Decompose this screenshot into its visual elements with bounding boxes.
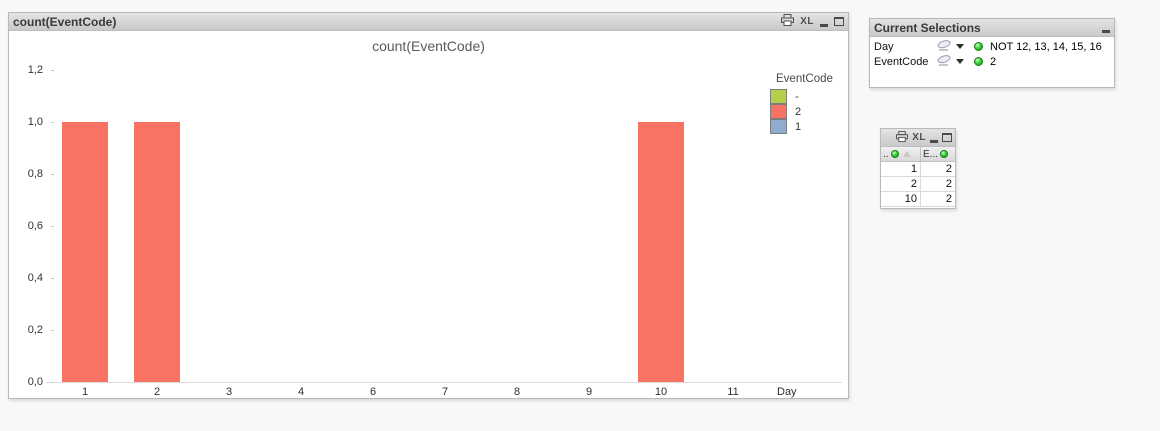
- print-icon[interactable]: [781, 13, 795, 31]
- table-window: XL .. E... 1 2 2 2 10 2: [880, 128, 956, 209]
- chart-window-title: count(EventCode): [13, 14, 117, 29]
- x-axis-tick-label: 3: [225, 386, 233, 398]
- legend-item[interactable]: 1: [770, 119, 833, 134]
- maximize-icon[interactable]: [834, 17, 844, 26]
- table-column-header[interactable]: E...: [921, 147, 955, 161]
- table-column-label: ..: [883, 148, 889, 160]
- selection-row: EventCode 2: [874, 54, 1110, 69]
- legend-item-label: -: [795, 90, 799, 103]
- selection-row: Day NOT 12, 13, 14, 15, 16: [874, 39, 1110, 54]
- excel-export-icon[interactable]: XL: [800, 16, 814, 27]
- legend-item-label: 1: [795, 120, 802, 133]
- x-axis-tick-label: 1: [81, 386, 89, 398]
- legend-item-label: 2: [795, 105, 802, 118]
- chart-legend: EventCode - 2 1: [770, 73, 833, 134]
- dropdown-arrow-icon[interactable]: [956, 59, 964, 64]
- minimize-icon[interactable]: [820, 23, 828, 27]
- y-axis-tick-label: 1,2: [27, 64, 43, 76]
- table-cell[interactable]: 2: [881, 177, 921, 191]
- legend-title: EventCode: [776, 73, 833, 85]
- chart-plot-area: count(EventCode) 1,2 1,0 0,8 0,6 0,4 0,2 0,0 1…: [9, 31, 848, 398]
- chart-title: count(EventCode): [372, 38, 485, 54]
- selection-field-name[interactable]: Day: [874, 40, 894, 53]
- table-row[interactable]: 10 2: [881, 192, 955, 207]
- x-axis-tick-label: 4: [297, 386, 305, 398]
- y-axis-tick-mark: [51, 278, 54, 279]
- dropdown-arrow-icon[interactable]: [956, 44, 964, 49]
- y-axis-tick-mark: [51, 330, 54, 331]
- x-axis-tick-label: 9: [585, 386, 593, 398]
- x-axis-tick-label: 11: [727, 386, 739, 398]
- x-axis-tick-label: 10: [654, 386, 668, 398]
- x-axis-tick-label: 8: [513, 386, 521, 398]
- y-axis-tick-label: 0,2: [27, 324, 43, 336]
- chart-window: count(EventCode) XL count(EventCode) 1,2…: [8, 12, 849, 399]
- y-axis-tick-mark: [51, 226, 54, 227]
- legend-swatch: [770, 89, 787, 104]
- table-cell[interactable]: 2: [945, 163, 952, 175]
- table-column-header[interactable]: ..: [881, 147, 921, 161]
- selection-field-name[interactable]: EventCode: [874, 55, 929, 68]
- current-selections-title: Current Selections: [874, 20, 981, 35]
- maximize-icon[interactable]: [942, 133, 952, 142]
- x-axis-tick-label: 2: [153, 386, 161, 398]
- bar[interactable]: [62, 122, 108, 382]
- table-cell[interactable]: 10: [881, 192, 921, 206]
- table-cell[interactable]: 1: [881, 162, 921, 176]
- green-state-led-icon: [974, 57, 983, 66]
- x-axis-tick-label: 6: [369, 386, 377, 398]
- eraser-icon[interactable]: [936, 54, 953, 70]
- excel-export-icon[interactable]: XL: [912, 132, 926, 143]
- x-axis-line: [46, 382, 842, 383]
- table-column-label: E...: [923, 148, 939, 160]
- table-cell[interactable]: 2: [945, 193, 952, 205]
- y-axis-tick-mark: [51, 122, 54, 123]
- x-axis-title: Day: [777, 386, 797, 398]
- green-state-led-icon: [974, 42, 983, 51]
- green-state-led-icon: [890, 150, 899, 158]
- legend-swatch: [770, 104, 787, 119]
- legend-item[interactable]: -: [770, 89, 833, 104]
- green-state-led-icon: [940, 150, 949, 158]
- selection-tools: [936, 39, 968, 55]
- y-axis-tick-mark: [51, 70, 54, 71]
- y-axis-tick-mark: [51, 382, 54, 383]
- y-axis-tick-label: 0,8: [27, 168, 43, 180]
- minimize-icon[interactable]: [930, 139, 938, 143]
- y-axis-tick-mark: [51, 174, 54, 175]
- eraser-icon[interactable]: [936, 39, 953, 55]
- legend-swatch: [770, 119, 787, 134]
- current-selections-window: Current Selections Day NOT 12, 13, 14, 15…: [869, 18, 1115, 88]
- print-icon[interactable]: [896, 129, 909, 147]
- current-selections-caption[interactable]: Current Selections: [870, 19, 1114, 37]
- selection-value: NOT 12, 13, 14, 15, 16: [990, 40, 1102, 53]
- table-window-caption[interactable]: XL: [881, 129, 955, 147]
- y-axis-tick-label: 0,6: [27, 220, 43, 232]
- y-axis-tick-label: 1,0: [27, 116, 43, 128]
- legend-item[interactable]: 2: [770, 104, 833, 119]
- minimize-icon[interactable]: [1102, 29, 1110, 33]
- table-cell[interactable]: 2: [945, 178, 952, 190]
- bar[interactable]: [638, 122, 684, 382]
- chart-window-caption[interactable]: count(EventCode) XL: [9, 13, 848, 31]
- selection-tools: [936, 54, 968, 70]
- y-axis-tick-label: 0,0: [27, 376, 43, 388]
- y-axis-tick-label: 0,4: [27, 272, 43, 284]
- selection-value: 2: [990, 55, 997, 68]
- bar[interactable]: [134, 122, 180, 382]
- x-axis-tick-label: 7: [441, 386, 449, 398]
- sort-ascending-icon: [902, 151, 911, 157]
